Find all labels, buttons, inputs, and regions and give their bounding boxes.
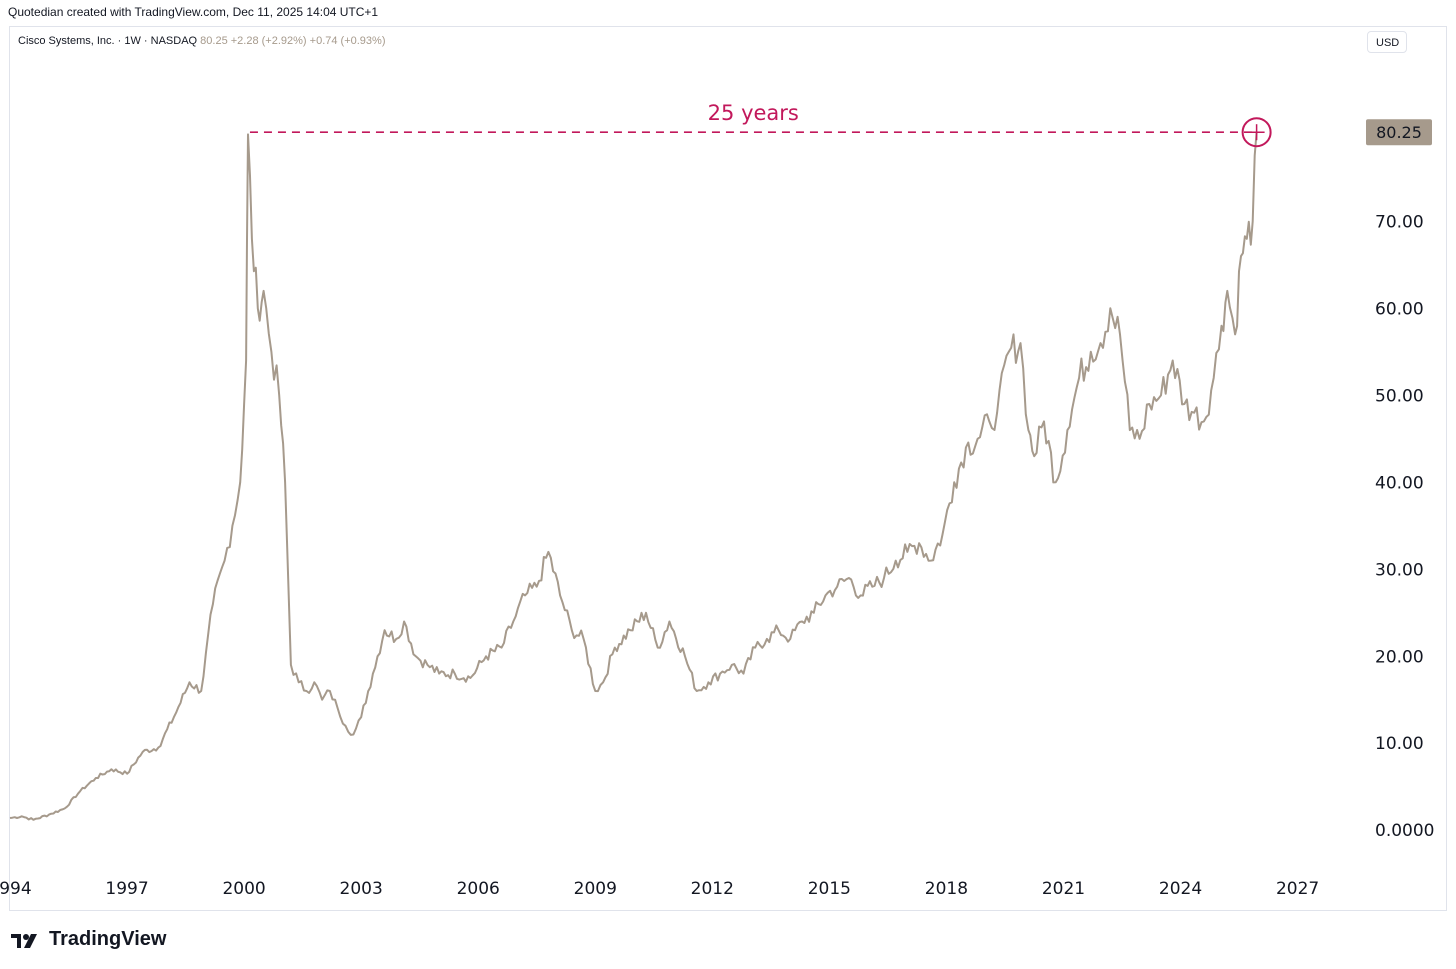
y-tick-label: 40.00 (1375, 473, 1424, 493)
annotation-circle-marker (1241, 117, 1272, 148)
x-tick-label: 2021 (1042, 879, 1085, 899)
x-tick-label: 2015 (808, 879, 851, 899)
y-tick-label: 70.00 (1375, 212, 1424, 232)
y-tick-label: 60.00 (1375, 299, 1424, 319)
y-tick-label: 20.00 (1375, 647, 1424, 667)
tradingview-logo: TradingView (11, 928, 166, 951)
created-with-label: Quotedian created with TradingView.com, … (8, 5, 379, 19)
annotation-label: 25 years (708, 101, 799, 125)
brand-label: TradingView (49, 928, 167, 950)
symbol-title: Cisco Systems, Inc. · 1W · NASDAQ (18, 35, 198, 47)
x-tick-label: 2024 (1159, 879, 1202, 899)
y-tick-label: 30.00 (1375, 560, 1424, 580)
x-tick-label: 2027 (1276, 879, 1319, 899)
tradingview-logo-icon (11, 933, 37, 948)
symbol-legend: Cisco Systems, Inc. · 1W · NASDAQ 80.25 … (18, 35, 386, 47)
chart-frame (9, 26, 1447, 911)
y-tick-label: 0.0000 (1375, 821, 1434, 841)
legend-price: 80.25 (200, 35, 228, 47)
currency-button[interactable]: USD (1367, 31, 1407, 53)
x-tick-label: 1994 (0, 879, 32, 899)
x-tick-label: 2009 (574, 879, 617, 899)
legend-extra: +0.74 (+0.93%) (309, 35, 386, 47)
last-price-label: 80.25 (1376, 123, 1422, 142)
x-tick-label: 1997 (105, 879, 148, 899)
x-tick-label: 2018 (925, 879, 968, 899)
y-tick-label: 10.00 (1375, 734, 1424, 754)
legend-change: +2.28 (+2.92%) (230, 35, 307, 47)
last-price-badge (1366, 119, 1432, 146)
y-tick-label: 50.00 (1375, 386, 1424, 406)
x-tick-label: 2012 (691, 879, 734, 899)
x-tick-label: 2000 (222, 879, 265, 899)
x-tick-label: 2003 (340, 879, 383, 899)
x-tick-label: 2006 (457, 879, 500, 899)
price-line (9, 132, 1258, 821)
